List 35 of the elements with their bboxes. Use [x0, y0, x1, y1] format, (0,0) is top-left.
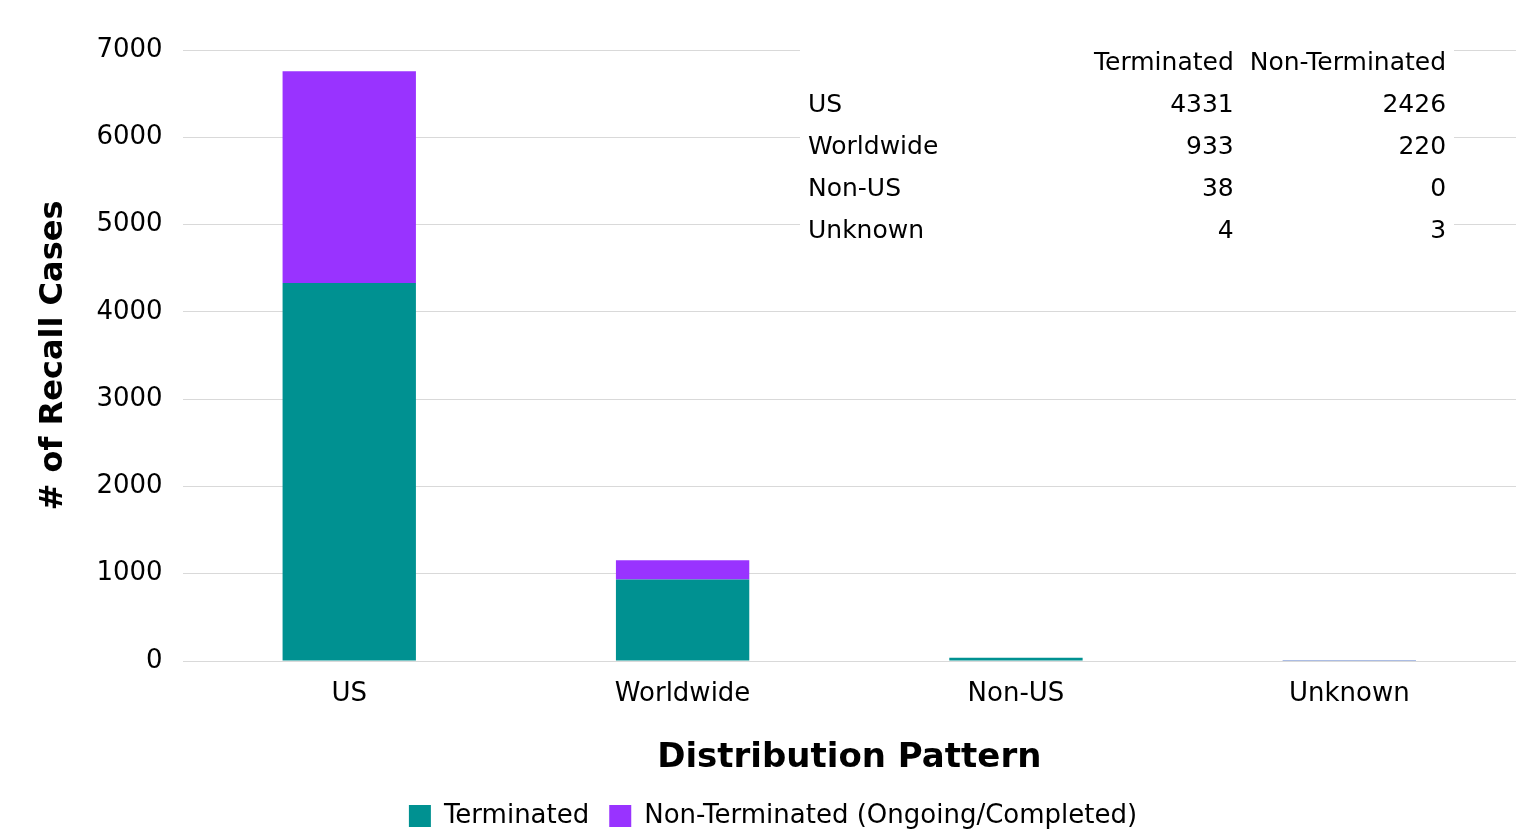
- data-label: 933: [1185, 129, 1235, 162]
- legend-label: Terminated: [442, 798, 590, 829]
- bar: [949, 657, 1083, 661]
- data-label: 3: [1429, 213, 1448, 246]
- data-label: 4331: [1169, 87, 1235, 120]
- bar: [282, 282, 416, 661]
- data-label: 0: [1429, 171, 1448, 204]
- category-label: US: [807, 87, 844, 120]
- y-tick-label: 2000: [96, 469, 163, 500]
- y-tick-label: 3000: [96, 381, 163, 412]
- series-label: Terminated: [1093, 45, 1235, 78]
- y-tick-label: 1000: [96, 556, 163, 587]
- y-tick-label: 7000: [96, 32, 163, 63]
- data-label: 4: [1216, 213, 1235, 246]
- data-label: 220: [1397, 129, 1448, 162]
- x-tick-label: Unknown: [1288, 677, 1410, 708]
- y-tick-label: 0: [146, 643, 163, 674]
- bar: [615, 560, 750, 580]
- legend-label: Non-Terminated (Ongoing/Completed): [644, 798, 1138, 829]
- data-label: 2426: [1381, 87, 1448, 120]
- text: Non-Terminated: [1248, 45, 1448, 78]
- y-tick-label: 4000: [96, 294, 163, 325]
- x-tick-label: Non-US: [967, 677, 1065, 708]
- category-label: Non-US: [807, 171, 903, 204]
- x-tick-label: Worldwide: [614, 677, 751, 708]
- category-label: Worldwide: [807, 129, 940, 162]
- y-tick-label: 5000: [96, 207, 163, 238]
- data-label: 38: [1200, 171, 1235, 204]
- x-tick-label: US: [331, 677, 368, 708]
- category-label: Unknown: [807, 213, 926, 246]
- y-tick-label: 6000: [96, 120, 163, 151]
- x-axis-title: Distribution Pattern: [657, 735, 1042, 776]
- bar: [282, 71, 416, 283]
- y-axis-title: # of Recall Cases: [31, 200, 70, 511]
- bar: [615, 579, 750, 661]
